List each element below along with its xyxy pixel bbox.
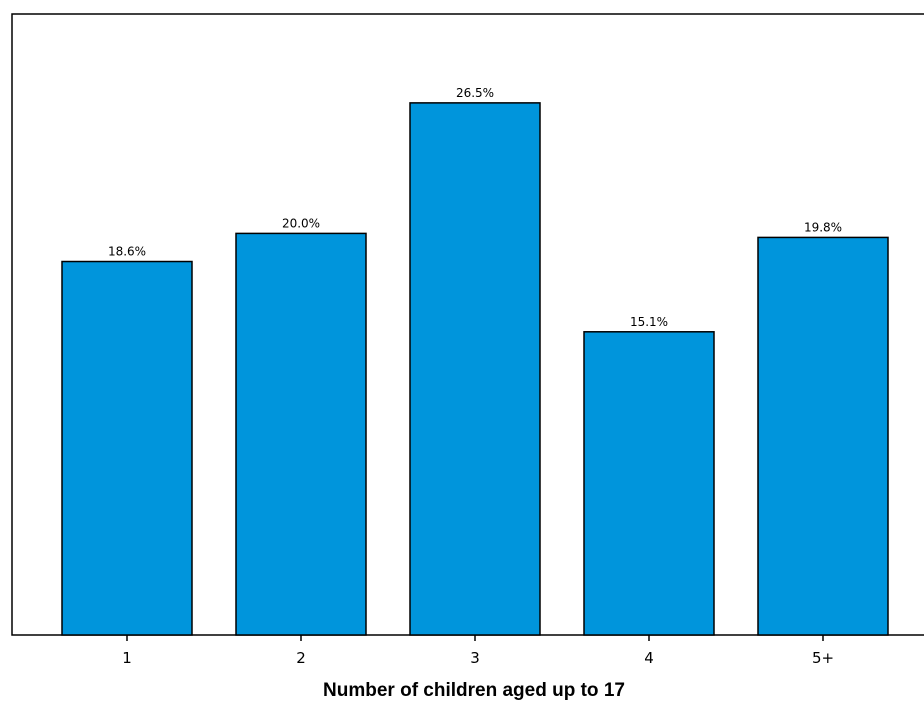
x-tick-label-1: 1: [122, 649, 132, 667]
x-tick-label-4: 4: [644, 649, 654, 667]
bar-1: [61, 260, 193, 636]
data-label-3: 26.5%: [456, 86, 494, 100]
bar-2: [235, 232, 367, 636]
data-label-2: 20.0%: [282, 216, 320, 230]
data-label-1: 18.6%: [108, 245, 146, 259]
data-label-group: 18.6% 20.0% 26.5% 15.1% 19.8%: [108, 86, 842, 329]
data-label-4: 15.1%: [630, 315, 668, 329]
bar-5: [757, 236, 889, 636]
bar-4: [583, 331, 715, 636]
x-tick-label-5: 5+: [812, 649, 834, 667]
bar-group: [61, 102, 889, 636]
x-axis-title: Number of children aged up to 17: [323, 680, 625, 701]
bar-3: [409, 102, 541, 636]
x-tick-label-2: 2: [296, 649, 306, 667]
x-axis-ticks: [126, 635, 824, 641]
data-label-5: 19.8%: [804, 220, 842, 234]
x-axis-tick-labels: 1 2 3 4 5+: [122, 649, 834, 667]
x-tick-label-3: 3: [470, 649, 480, 667]
